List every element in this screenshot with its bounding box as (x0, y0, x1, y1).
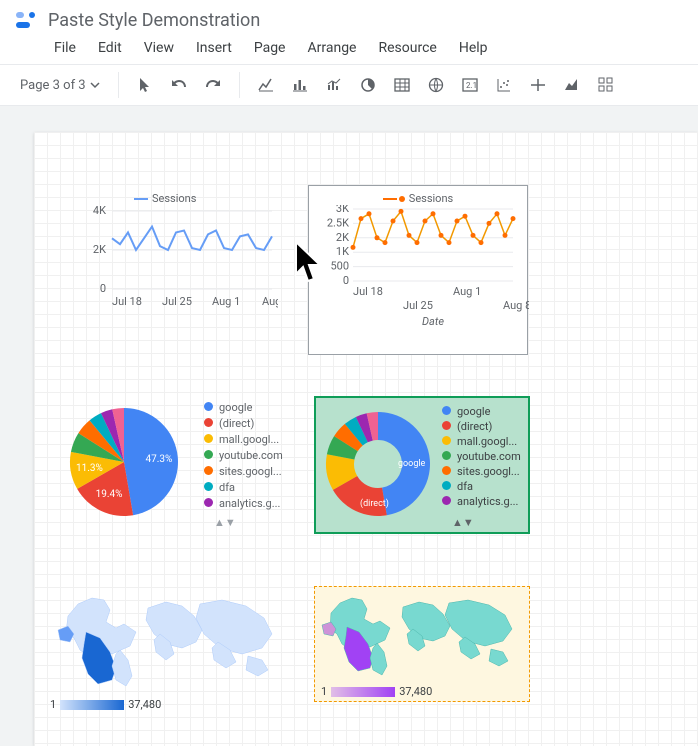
pie-a-legend: google(direct)mall.googl...youtube.comsi… (204, 400, 283, 512)
toolbar: Page 3 of 3 2.1 (0, 64, 698, 106)
svg-text:Aug 1: Aug 1 (212, 295, 240, 308)
app-header: Paste Style Demonstration File Edit View… (0, 0, 698, 64)
geo-chart-icon[interactable] (422, 71, 450, 99)
svg-text:Aug 8: Aug 8 (503, 299, 529, 312)
svg-text:Aug 8: Aug 8 (262, 295, 278, 308)
svg-text:47.3%: 47.3% (146, 454, 173, 465)
separator (118, 72, 119, 98)
line-chart-icon[interactable] (252, 71, 280, 99)
select-tool[interactable] (131, 71, 159, 99)
page-selector[interactable]: Page 3 of 3 (14, 74, 106, 97)
svg-text:2.1: 2.1 (466, 81, 477, 90)
chevron-down-icon (90, 80, 100, 90)
scatter-chart-icon[interactable] (490, 71, 518, 99)
svg-text:2.5K: 2.5K (327, 216, 349, 229)
bar-chart-icon[interactable] (286, 71, 314, 99)
pager-icon[interactable]: ▲▼ (452, 516, 474, 529)
svg-text:19.4%: 19.4% (96, 489, 123, 500)
pie-b-svg: google (direct) (310, 398, 440, 528)
table-icon[interactable] (388, 71, 416, 99)
menubar: File Edit View Insert Page Arrange Resou… (14, 32, 684, 64)
pie-chart-icon[interactable] (354, 71, 382, 99)
svg-text:3K: 3K (336, 205, 349, 215)
undo-button[interactable] (165, 71, 193, 99)
area-chart-icon[interactable] (558, 71, 586, 99)
menu-arrange[interactable]: Arrange (308, 40, 357, 56)
line-chart-sessions-b[interactable]: Sessions 3K2.5K2K1K5000Jul 18Jul 25Aug 1… (308, 185, 528, 355)
svg-text:Jul 25: Jul 25 (162, 295, 192, 308)
svg-text:(direct): (direct) (360, 498, 389, 509)
svg-text:Date: Date (422, 315, 444, 328)
svg-text:11.3%: 11.3% (76, 463, 103, 474)
menu-resource[interactable]: Resource (378, 40, 436, 56)
report-canvas[interactable]: Sessions 4K2K0Jul 18Jul 25Aug 1Aug 8 Ses… (34, 132, 698, 746)
menu-help[interactable]: Help (459, 40, 488, 56)
svg-text:Aug 1: Aug 1 (453, 285, 481, 298)
svg-text:4K: 4K (93, 205, 106, 217)
map-a-legend: 1 37,480 (50, 698, 286, 711)
combo-chart-icon[interactable] (320, 71, 348, 99)
svg-text:Jul 18: Jul 18 (353, 285, 383, 298)
canvas-area: Sessions 4K2K0Jul 18Jul 25Aug 1Aug 8 Ses… (0, 106, 698, 746)
geo-map-b[interactable]: 1 37,480 (314, 586, 530, 702)
map-b-legend: 1 37,480 (315, 685, 529, 698)
geo-map-a[interactable]: 1 37,480 (50, 586, 286, 714)
svg-text:2K: 2K (336, 231, 349, 244)
map-b-svg (315, 587, 531, 681)
svg-text:0: 0 (100, 282, 106, 295)
svg-text:500: 500 (330, 260, 349, 273)
redo-button[interactable] (199, 71, 227, 99)
svg-text:Jul 25: Jul 25 (403, 299, 433, 312)
menu-page[interactable]: Page (254, 40, 286, 56)
menu-file[interactable]: File (54, 40, 76, 56)
separator (239, 72, 240, 98)
menu-view[interactable]: View (144, 40, 174, 56)
pager-icon[interactable]: ▲▼ (214, 516, 236, 529)
line-chart-a-svg: 4K 2K 0 Jul 18 Jul 25 Aug 1 Aug 8 (78, 205, 278, 327)
svg-text:1K: 1K (336, 245, 349, 258)
svg-text:2K: 2K (93, 243, 106, 256)
line-chart-sessions-a[interactable]: Sessions 4K2K0Jul 18Jul 25Aug 1Aug 8 (78, 192, 278, 332)
svg-text:0: 0 (343, 274, 349, 287)
menu-edit[interactable]: Edit (98, 40, 122, 56)
pie-chart-b[interactable]: google (direct) google(direct)mall.googl.… (314, 396, 530, 534)
cursor-icon (292, 240, 330, 288)
pie-chart-a[interactable]: 47.3% 19.4% 11.3% google(direct)mall.googl… (64, 396, 294, 536)
pie-b-legend: google(direct)mall.googl...youtube.comsi… (442, 404, 521, 509)
doc-title[interactable]: Paste Style Demonstration (48, 10, 260, 31)
scorecard-icon[interactable]: 2.1 (456, 71, 484, 99)
map-a-svg (50, 586, 286, 694)
pivot-icon[interactable] (592, 71, 620, 99)
line-chart-b-svg: 3K2.5K 2K1K 5000 Jul 18 Jul 25 Aug 1 Aug 8 Date (309, 205, 529, 350)
bullet-chart-icon[interactable] (524, 71, 552, 99)
pie-a-svg: 47.3% 19.4% 11.3% (64, 396, 194, 526)
svg-text:Jul 18: Jul 18 (112, 295, 142, 308)
svg-text:google: google (398, 459, 426, 469)
datastudio-logo (14, 8, 38, 32)
menu-insert[interactable]: Insert (196, 40, 232, 56)
